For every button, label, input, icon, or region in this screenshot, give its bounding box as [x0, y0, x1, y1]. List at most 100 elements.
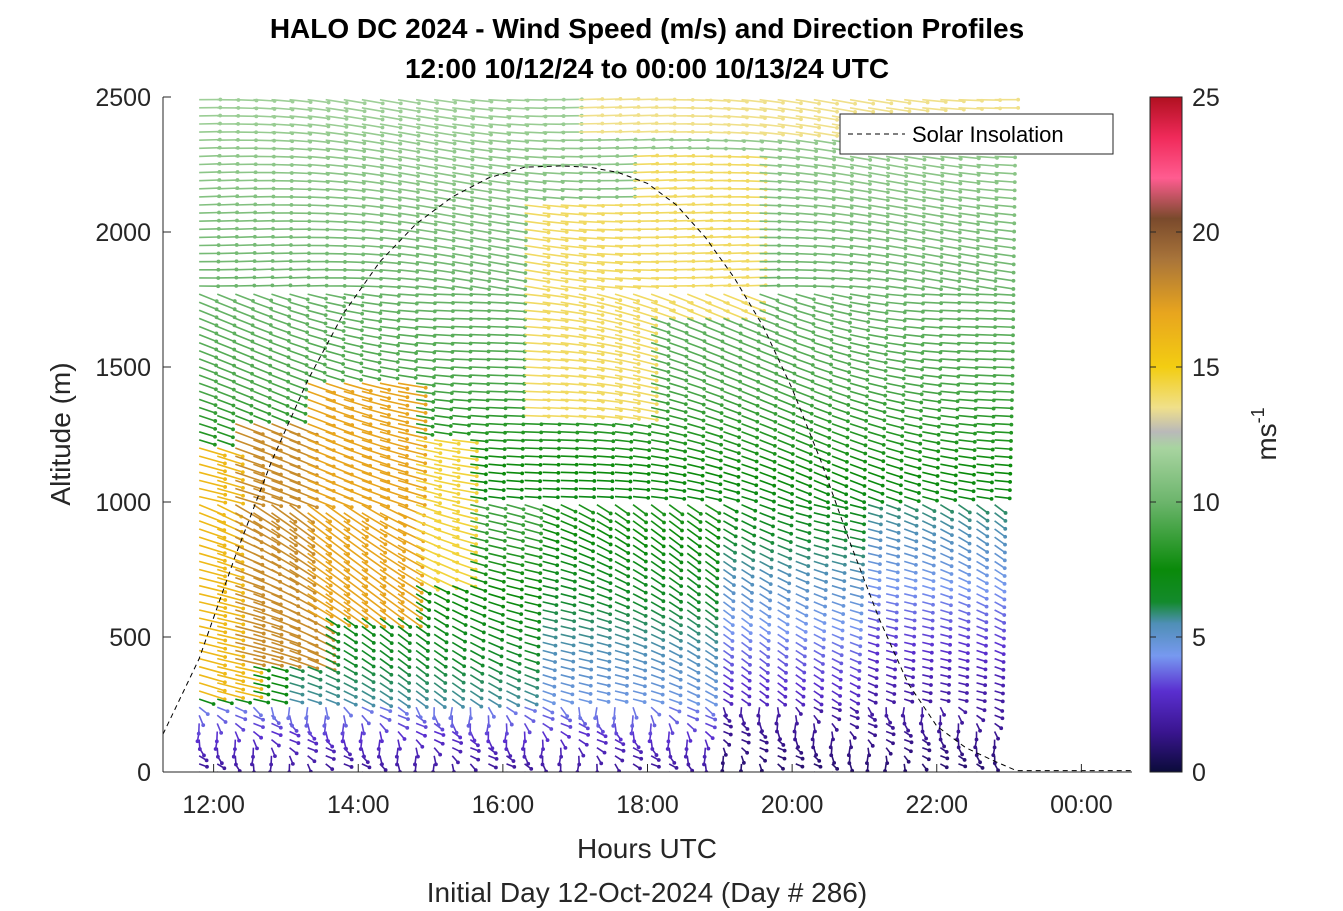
wind-vector: [524, 487, 540, 491]
wind-vector-head: [556, 479, 561, 483]
wind-vector-head: [661, 599, 666, 604]
wind-vector: [325, 236, 346, 239]
wind-vector-head: [662, 512, 667, 517]
wind-vector-head: [716, 535, 721, 540]
wind-vector-head: [415, 269, 420, 274]
wind-vector: [271, 268, 291, 271]
wind-vector-head: [490, 746, 495, 751]
wind-vector-head: [230, 443, 235, 448]
wind-vector-head: [304, 363, 309, 367]
wind-vector-head: [505, 287, 510, 292]
wind-vector: [325, 398, 353, 410]
wind-vector: [452, 552, 477, 562]
wind-vector-head: [591, 510, 596, 515]
wind-vector: [524, 422, 542, 426]
wind-vector-head: [538, 471, 543, 475]
wind-vector-head: [414, 359, 418, 364]
wind-vector: [488, 414, 506, 418]
wind-vector-head: [729, 694, 734, 699]
wind-vector-head: [451, 238, 456, 243]
wind-vector-head: [414, 342, 419, 347]
wind-vector-head: [582, 304, 587, 309]
wind-vector-head: [554, 595, 559, 599]
wind-vector-head: [684, 378, 689, 383]
wind-vector: [235, 641, 265, 651]
wind-vector: [434, 390, 452, 394]
wind-vector: [307, 552, 331, 571]
wind-vector: [488, 317, 508, 320]
wind-vector-head: [684, 346, 689, 351]
wind-vector: [361, 139, 383, 145]
wind-vector: [614, 146, 636, 150]
wind-vector-head: [368, 405, 373, 410]
wind-vector-head: [328, 559, 333, 564]
wind-vector-head: [458, 749, 463, 754]
wind-vector: [379, 641, 393, 652]
wind-vector-head: [733, 534, 738, 539]
wind-vector-head: [520, 455, 525, 459]
wind-vector: [307, 560, 332, 579]
wind-vector-head: [384, 525, 388, 530]
wind-vector: [488, 163, 509, 168]
wind-vector: [397, 358, 417, 363]
wind-vector-head: [733, 542, 738, 547]
wind-vector-head: [656, 774, 660, 778]
wind-vector: [397, 366, 416, 371]
wind-vector-head: [346, 592, 351, 597]
wind-vector-head: [654, 402, 659, 407]
wind-vector-head: [296, 733, 301, 738]
wind-vector: [289, 585, 316, 602]
wind-vector: [343, 204, 364, 208]
wind-vector-head: [489, 124, 493, 129]
wind-vector-head: [312, 736, 317, 741]
wind-vector-head: [714, 608, 719, 613]
wind-vector-head: [552, 676, 557, 681]
wind-vector-head: [714, 687, 718, 691]
wind-vector-head: [426, 640, 430, 645]
wind-vector-head: [359, 369, 364, 374]
wind-vector: [434, 431, 451, 436]
wind-vector-head: [197, 747, 202, 751]
wind-vector: [307, 301, 327, 308]
wind-vector-head: [401, 558, 406, 562]
wind-vector-head: [683, 433, 688, 438]
wind-vector-head: [444, 640, 449, 645]
wind-vector: [397, 171, 419, 177]
wind-vector: [307, 495, 334, 508]
wind-vector: [253, 414, 270, 423]
wind-vector-head: [656, 758, 661, 762]
wind-vector-head: [499, 646, 504, 651]
wind-vector: [361, 285, 381, 288]
wind-vector: [633, 138, 654, 141]
wind-vector: [470, 584, 486, 592]
wind-vector-head: [423, 486, 427, 491]
wind-vector-head: [618, 329, 623, 334]
wind-vector-head: [359, 328, 364, 333]
wind-vector: [506, 398, 524, 401]
wind-vector: [361, 568, 385, 587]
wind-vector-head: [500, 637, 504, 642]
wind-vector-head: [488, 149, 493, 153]
wind-vector-head: [383, 533, 388, 538]
wind-vector: [415, 123, 437, 129]
wind-vector-head: [537, 495, 542, 500]
wind-vector: [506, 301, 526, 305]
wind-vector-head: [564, 246, 569, 251]
wind-vector-head: [698, 536, 702, 541]
wind-vector-head: [608, 612, 613, 617]
wind-vector: [379, 609, 403, 628]
wind-vector: [415, 641, 429, 652]
wind-vector-head: [315, 505, 319, 510]
wind-vector: [506, 171, 527, 176]
wind-vector-head: [608, 565, 613, 570]
wind-vector: [488, 609, 504, 616]
wind-vector-head: [578, 716, 583, 721]
wind-vector: [506, 439, 523, 442]
wind-vector-head: [540, 762, 545, 767]
wind-vector: [506, 512, 524, 518]
wind-vector: [434, 325, 453, 329]
wind-vector-head: [402, 549, 406, 554]
wind-vector-head: [268, 331, 273, 336]
wind-vector: [524, 163, 545, 167]
wind-vector-head: [420, 744, 425, 749]
